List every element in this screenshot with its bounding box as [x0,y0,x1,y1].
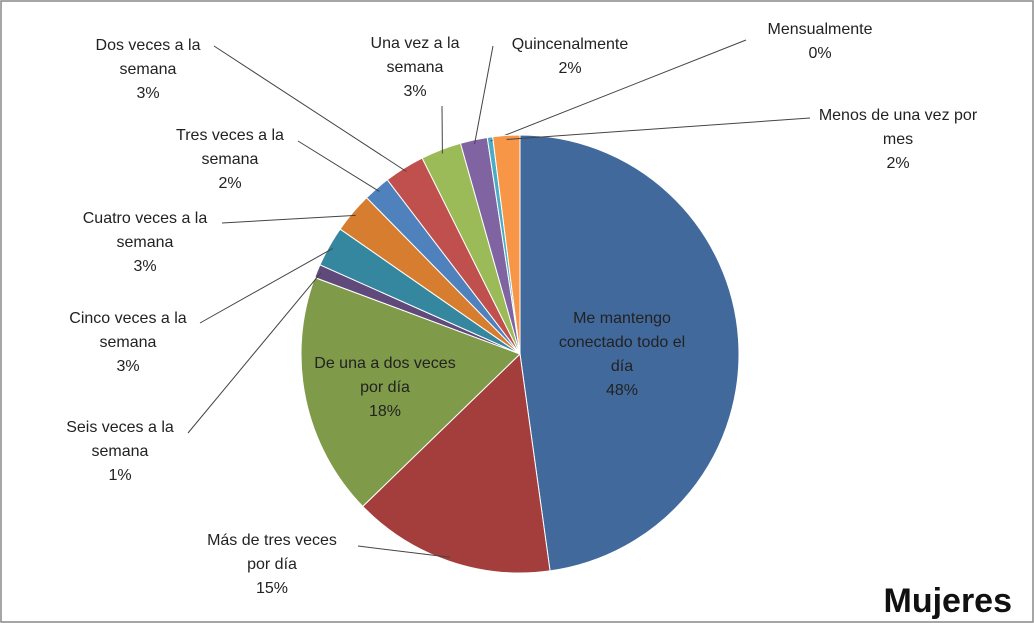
slice-value: 3% [403,83,427,100]
pie-slice [300,276,521,508]
slice-label: Mensualmente 0% [750,18,890,66]
slice-name: Una vez a la semana [370,35,460,76]
pie-slice [492,134,521,355]
slice-label: Dos veces a la semana 3% [78,34,218,106]
slice-name: Cuatro veces a la semana [82,210,208,251]
slice-value: 15% [255,580,289,597]
slice-value: 3% [116,358,140,375]
slice-value: 1% [108,467,132,484]
slice-label: De una a dos veces por día 18% [303,352,468,424]
slice-value: 18% [368,403,402,420]
pie-slice [519,134,740,572]
leader-line [221,214,356,224]
leader-line [506,117,811,140]
leader-line [213,45,407,172]
slice-value: 48% [605,382,639,399]
chart-title: Mujeres [883,582,1013,620]
slice-label: Quincenalmente 2% [490,33,650,81]
slice-label: Me mantengo conectado todo el día 48% [547,307,697,403]
slice-label: Tres veces a la semana 2% [155,124,305,196]
leader-line [187,272,322,434]
leader-line [357,545,451,558]
slice-label: Cinco veces a la semana 3% [48,307,208,379]
slice-value: 2% [886,155,910,172]
slice-value: 2% [218,175,242,192]
slice-name: Tres veces a la semana [176,127,284,168]
slice-label: Una vez a la semana 3% [356,32,474,104]
pie-slice [362,352,551,574]
leader-line [474,45,494,144]
slice-name: Menos de una vez por mes [818,107,978,148]
slice-value: 3% [136,85,160,102]
slice-label: Menos de una vez por mes 2% [818,104,978,176]
slice-name: Mensualmente [767,21,873,38]
slice-name: Seis veces a la semana [66,419,174,460]
slice-value: 2% [558,60,582,77]
slice-value: 0% [808,45,832,62]
slice-name: Dos veces a la semana [95,37,201,78]
slice-name: Cinco veces a la semana [69,310,187,351]
slice-value: 3% [133,258,157,275]
leader-line [199,248,333,324]
slice-label: Seis veces a la semana 1% [50,416,190,488]
slice-label: Cuatro veces a la semana 3% [61,207,229,279]
slice-name: Me mantengo conectado todo el día [558,310,686,375]
slice-label: Más de tres veces por día 15% [195,529,350,601]
slice-name: De una a dos veces por día [314,355,456,396]
slice-name: Quincenalmente [511,36,629,53]
leader-line [297,140,380,192]
slice-name: Más de tres veces por día [207,532,337,573]
leader-line [490,39,747,142]
